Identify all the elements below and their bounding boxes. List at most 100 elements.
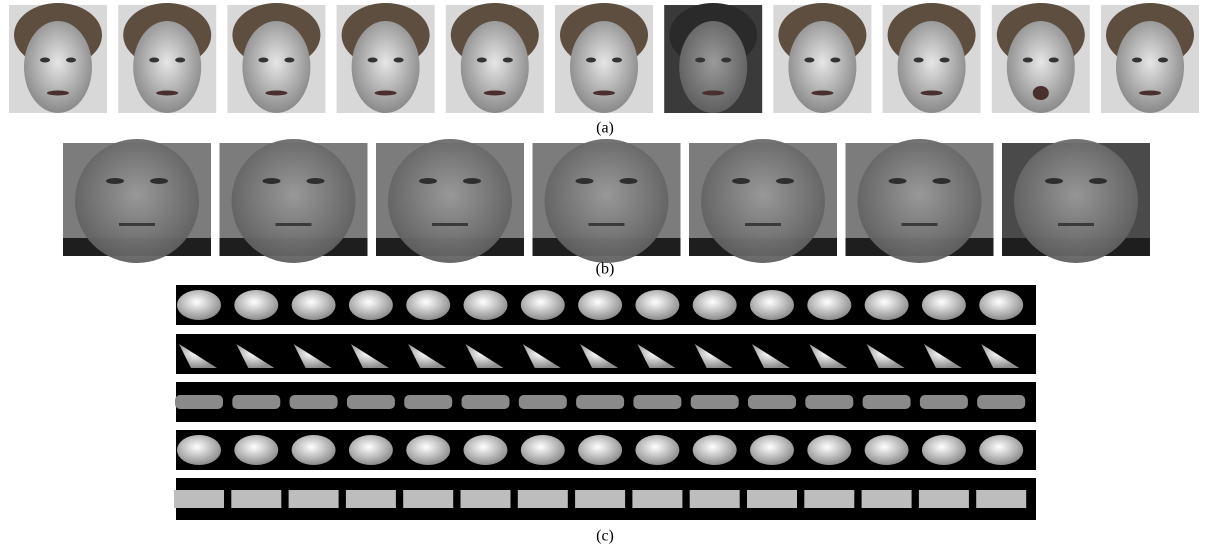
object <box>920 395 968 409</box>
eye <box>368 58 378 63</box>
eye <box>66 58 76 63</box>
mouth <box>1139 91 1161 96</box>
object <box>232 395 280 409</box>
object <box>805 395 853 409</box>
mouth <box>745 223 781 226</box>
face <box>545 139 669 263</box>
face <box>242 21 310 113</box>
eye <box>586 58 596 63</box>
eye <box>419 178 437 184</box>
face-photo <box>1101 3 1199 113</box>
mouth <box>593 91 615 96</box>
mouth <box>47 91 69 96</box>
object <box>404 395 452 409</box>
eye <box>307 178 325 184</box>
object <box>750 435 794 465</box>
object <box>290 395 338 409</box>
face-row-a <box>9 3 1199 113</box>
face <box>679 21 747 113</box>
object <box>406 290 450 320</box>
object-strip <box>176 430 1036 470</box>
object <box>403 490 453 508</box>
object <box>576 395 624 409</box>
eye <box>695 58 705 63</box>
face <box>858 139 982 263</box>
mouth <box>902 223 938 226</box>
eye <box>1132 58 1142 63</box>
object <box>521 290 565 320</box>
mouth <box>119 223 155 226</box>
eye <box>933 178 951 184</box>
face-photo <box>9 3 107 113</box>
mouth <box>484 91 506 96</box>
eye <box>914 58 924 63</box>
face <box>232 139 356 263</box>
face-photo <box>376 139 524 263</box>
object <box>519 395 567 409</box>
face-photo <box>227 3 325 113</box>
object-strips <box>174 285 1036 520</box>
caption: (c) <box>596 528 614 545</box>
object <box>747 490 797 508</box>
eye <box>150 178 168 184</box>
eye <box>804 58 814 63</box>
object <box>750 290 794 320</box>
eye <box>889 178 907 184</box>
object <box>518 490 568 508</box>
eye <box>258 58 268 63</box>
face-photo <box>1002 139 1150 263</box>
object <box>174 490 224 508</box>
eye <box>263 178 281 184</box>
mouth <box>156 91 178 96</box>
eye <box>463 178 481 184</box>
object <box>521 435 565 465</box>
object <box>346 490 396 508</box>
face-photo <box>883 3 981 113</box>
object <box>349 435 393 465</box>
caption: (b) <box>596 261 615 278</box>
eye <box>1089 178 1107 184</box>
face <box>1014 139 1138 263</box>
object <box>349 290 393 320</box>
eye <box>830 58 840 63</box>
eye <box>175 58 185 63</box>
eye <box>940 58 950 63</box>
object <box>292 435 336 465</box>
face-photo <box>555 3 653 113</box>
face <box>701 139 825 263</box>
object <box>177 435 221 465</box>
object <box>922 290 966 320</box>
mouth <box>1033 86 1049 100</box>
object <box>804 490 854 508</box>
object <box>976 490 1026 508</box>
object <box>693 290 737 320</box>
face <box>75 139 199 263</box>
mouth <box>432 223 468 226</box>
object <box>231 490 281 508</box>
eye <box>620 178 638 184</box>
face-photo <box>63 139 211 263</box>
eye <box>40 58 50 63</box>
object <box>632 490 682 508</box>
object <box>691 395 739 409</box>
eye <box>732 178 750 184</box>
mouth <box>589 223 625 226</box>
eye <box>721 58 731 63</box>
eye <box>394 58 404 63</box>
mouth <box>265 91 287 96</box>
face <box>388 139 512 263</box>
object <box>461 490 511 508</box>
object <box>578 290 622 320</box>
object <box>292 290 336 320</box>
face-photo <box>337 3 435 113</box>
object <box>865 290 909 320</box>
face <box>898 21 966 113</box>
object-strip <box>175 382 1036 422</box>
eye <box>1049 58 1059 63</box>
face <box>461 21 529 113</box>
eye <box>503 58 513 63</box>
object <box>464 435 508 465</box>
eye <box>477 58 487 63</box>
eye <box>106 178 124 184</box>
face <box>788 21 856 113</box>
